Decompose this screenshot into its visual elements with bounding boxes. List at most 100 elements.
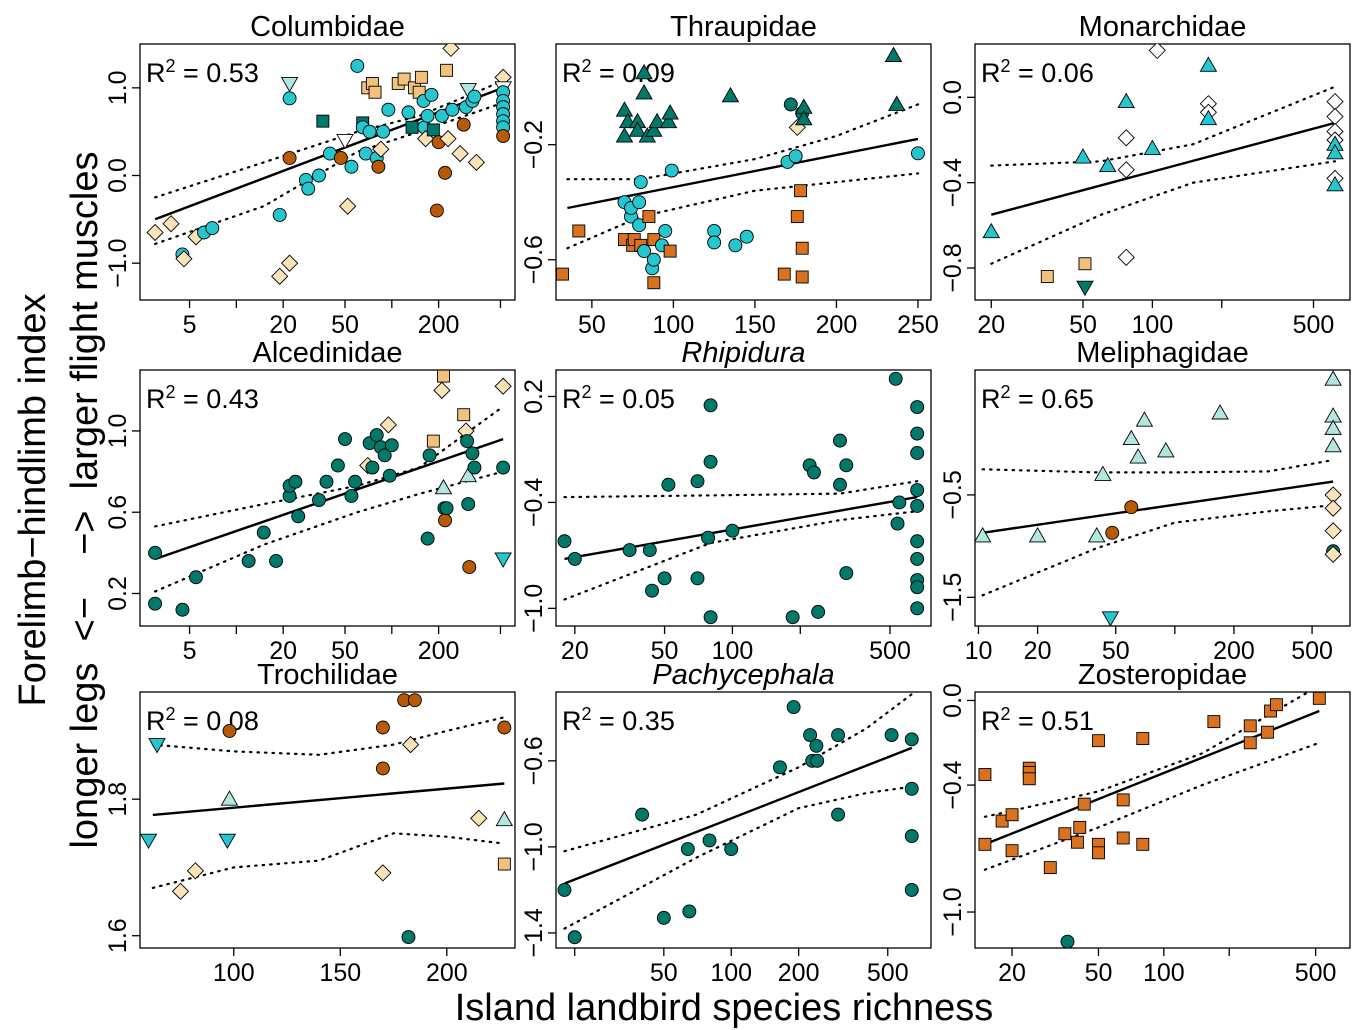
- x-tick-label: 5: [183, 637, 197, 665]
- x-tick-label: 20: [1024, 637, 1052, 665]
- y-tick-label: 1.0: [104, 414, 132, 449]
- ci-lower-line: [563, 510, 919, 601]
- x-tick-label: 150: [319, 959, 361, 987]
- data-point: [1101, 611, 1120, 626]
- fit-line: [564, 495, 918, 561]
- data-point: [786, 700, 801, 715]
- data-point: [350, 58, 365, 73]
- x-tick-label: 50: [331, 637, 359, 665]
- panel-meliphagidae: Meliphagidae R2 = 0.65 10 20 50 200 500 −1.5 −0.…: [939, 337, 1351, 665]
- data-point: [348, 474, 362, 489]
- data-point: [301, 181, 316, 196]
- data-point: [1326, 107, 1344, 126]
- data-point: [978, 837, 992, 851]
- data-point: [646, 252, 661, 267]
- data-point: [682, 904, 697, 919]
- x-axis: 5 20 50 200: [183, 300, 502, 339]
- data-point: [365, 460, 380, 475]
- x-tick-label: 100: [712, 637, 754, 665]
- data-point: [795, 270, 809, 284]
- data-point: [642, 210, 656, 224]
- data-point: [811, 604, 826, 619]
- data-point: [222, 723, 237, 738]
- x-tick-label: 20: [561, 637, 589, 665]
- x-tick-label: 500: [1293, 311, 1335, 339]
- data-point: [438, 513, 452, 528]
- panel-zosteropidae: Zosteropidae R2 = 0.51 20 50 100 500 −1.0 −0.4 0…: [939, 659, 1351, 987]
- data-point: [269, 554, 283, 568]
- data-point: [904, 829, 919, 844]
- y-tick-label: 0.2: [104, 576, 132, 611]
- plot-frame: [555, 369, 932, 627]
- panel-trochilidae: Trochilidae R2 = 0.08 100 150 200 1.6 1.8: [104, 659, 516, 987]
- data-point: [434, 478, 453, 495]
- ci-lower-line: [990, 160, 1337, 265]
- data-point: [637, 244, 651, 259]
- x-axis: 20 50 100 500: [977, 300, 1334, 339]
- data-point: [205, 221, 220, 236]
- data-point: [839, 458, 854, 473]
- data-point: [1060, 934, 1075, 948]
- x-tick-label: 50: [1069, 311, 1097, 339]
- r-squared-label: R2 = 0.08: [146, 704, 259, 736]
- data-point: [728, 238, 743, 253]
- data-point: [803, 728, 818, 742]
- data-point: [1077, 797, 1091, 811]
- data-point: [1260, 725, 1274, 739]
- data-point: [379, 416, 397, 434]
- data-point: [1157, 441, 1175, 458]
- data-point: [1324, 545, 1342, 563]
- y-tick-label: −0.4: [939, 760, 967, 809]
- data-point: [1022, 772, 1036, 786]
- data-point: [904, 732, 919, 747]
- data-point: [467, 89, 482, 104]
- panel-pachycephala: Pachycephala R2 = 0.35 50 100 200 500 −1.4 −1.0…: [520, 659, 932, 987]
- data-point: [892, 495, 907, 510]
- x-tick-label: 50: [578, 311, 606, 339]
- data-point: [405, 120, 419, 134]
- data-point: [632, 195, 647, 210]
- ci-lower-line: [154, 101, 505, 245]
- plot-frame: [139, 43, 516, 301]
- data-point: [664, 163, 679, 178]
- r-squared-label: R2 = 0.51: [981, 704, 1094, 736]
- data-point: [831, 807, 846, 822]
- data-point: [426, 434, 440, 448]
- data-point: [241, 554, 256, 568]
- y-axis: −1.0 0.0 1.0: [104, 70, 140, 288]
- panel-alcedinidae: Alcedinidae R2 = 0.43 5 20 50 200 0.2 0.6 1.0: [104, 337, 516, 665]
- data-point: [369, 428, 384, 442]
- data-point: [1211, 404, 1229, 420]
- y-tick-label: −0.2: [520, 120, 548, 169]
- data-point: [1324, 499, 1342, 517]
- data-point: [567, 930, 582, 945]
- ci-lower-line: [566, 172, 920, 250]
- data-point: [426, 123, 440, 137]
- data-point: [783, 97, 798, 112]
- data-point: [910, 534, 925, 549]
- data-point: [1117, 248, 1135, 266]
- x-axis: 5 20 50 200: [183, 626, 502, 665]
- y-tick-label: 1.6: [104, 918, 132, 953]
- data-point: [1199, 109, 1218, 126]
- data-point: [615, 101, 634, 117]
- x-tick-label: 200: [1213, 637, 1255, 665]
- data-point: [401, 930, 416, 945]
- data-point: [459, 466, 477, 483]
- x-tick-label: 500: [867, 959, 909, 987]
- data-point: [661, 104, 679, 120]
- y-axis: 1.6 1.8: [104, 782, 140, 953]
- data-point: [171, 882, 190, 900]
- panel-title: Thraupidae: [670, 11, 817, 43]
- x-tick-label: 50: [1102, 637, 1130, 665]
- data-point: [831, 728, 846, 742]
- data-point: [175, 250, 193, 268]
- data-point: [371, 159, 386, 174]
- y-tick-label: 1.0: [104, 70, 132, 105]
- data-point: [1324, 436, 1342, 453]
- data-point: [1117, 161, 1135, 179]
- r-squared-label: R2 = 0.05: [562, 382, 675, 414]
- data-point: [703, 454, 718, 469]
